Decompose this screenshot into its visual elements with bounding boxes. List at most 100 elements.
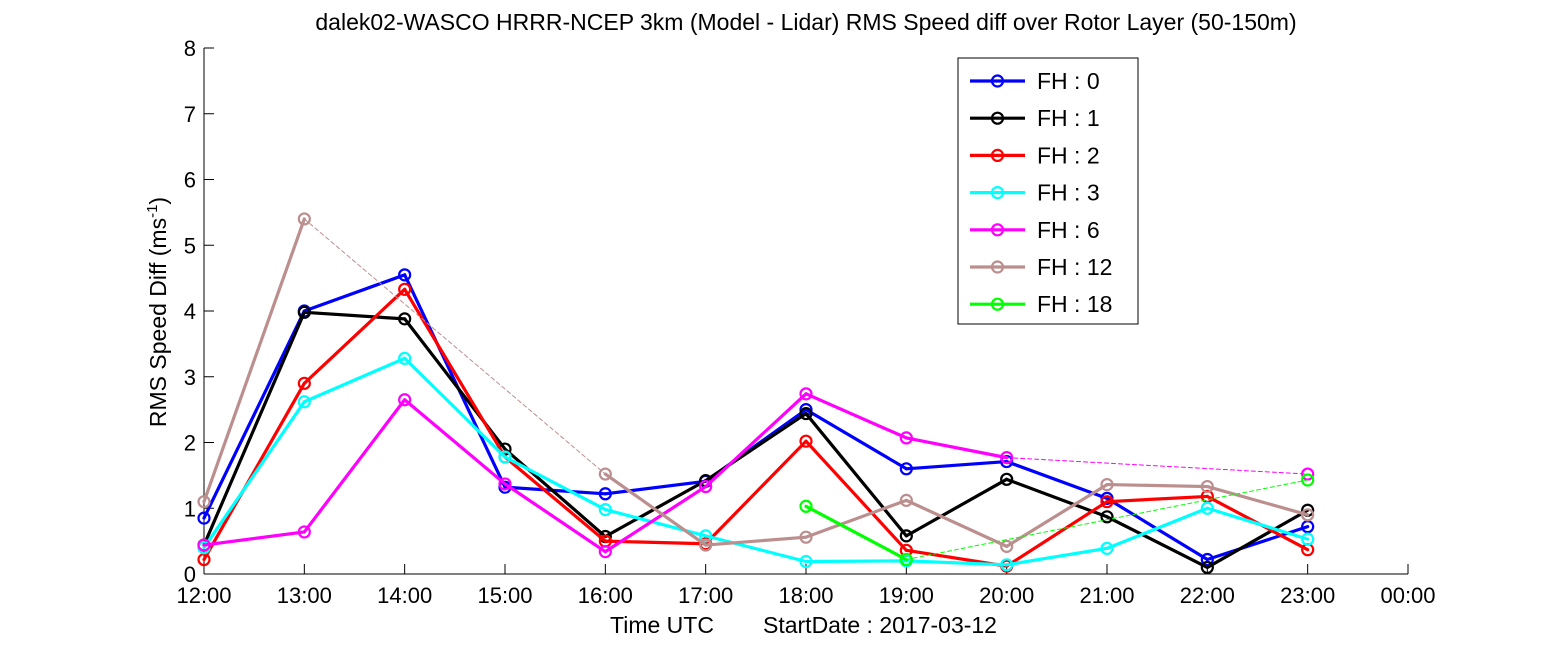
legend-entry-label: FH : 12 [1037,254,1112,280]
series-line-segment [603,472,708,547]
series-line-segment [403,356,507,459]
series-line-segment [1205,484,1310,517]
x-tick-label: 14:00 [377,583,432,608]
series-line-segment [403,273,507,489]
series-line-segment [503,455,607,512]
series-line-segment [804,439,908,552]
series-line-segment [403,287,507,459]
data-point [1100,541,1114,555]
x-tick-label: 20:00 [979,583,1034,608]
data-point [699,529,713,543]
data-point [799,387,813,401]
data-point [398,282,412,296]
x-tick-label: 16:00 [578,583,633,608]
data-point [1000,472,1014,486]
series-line-segment [704,392,808,489]
x-tick-label: 15:00 [477,583,532,608]
y-tick-label: 2 [184,431,196,456]
series-line-segment [1105,515,1209,570]
series-line-segment [503,447,607,539]
series-line-segment [1105,506,1209,550]
data-point [799,554,813,569]
data-point [297,212,311,226]
series-line-segment [202,381,306,562]
series-gap-line [1006,457,1309,475]
series-line-segment [503,485,607,496]
x-tick-label: 22:00 [1180,583,1235,608]
x-tick-label: 00:00 [1380,583,1435,608]
series-line-segment [202,530,306,547]
y-axis-label-close: ) [145,197,171,205]
legend-entry-label: FH : 0 [1037,68,1100,94]
series-line-segment [202,310,306,547]
y-tick-label: 5 [184,233,196,258]
data-point [398,268,412,282]
data-point [1200,479,1214,494]
data-point [498,450,512,464]
data-point [1200,501,1214,515]
y-axis-ticks: 0 1 2 3 4 5 6 7 8 [184,36,214,587]
data-point [297,305,311,319]
x-axis-label: Time UTC [610,612,714,638]
series-line-segment [302,356,407,404]
data-point [899,493,913,507]
data-point [297,395,311,409]
series-line-segment [1205,525,1310,562]
data-point [899,462,913,476]
data-point [799,530,813,544]
series-line-segment [704,535,808,547]
data-point [1200,560,1214,575]
plot-area: 0 1 2 3 4 5 6 7 8 12:00 13:00 14:00 15:00 16:00 17:00… [176,36,1435,608]
chart-title: dalek02-WASCO HRRR-NCEP 3km (Model - Lid… [315,9,1296,35]
series-line-segment [1205,508,1310,570]
legend-entry-label: FH : 6 [1037,217,1100,243]
data-point [598,545,612,559]
legend-entry-label: FH : 18 [1037,291,1112,317]
data-point [1100,477,1114,492]
series-line-segment [904,559,1009,567]
series-line-segment [1005,459,1109,500]
data-point [197,495,211,509]
series-line-segment [804,408,908,471]
x-tick-label: 12:00 [176,583,231,608]
y-tick-label: 4 [184,299,196,324]
legend-entry-label: FH : 2 [1037,142,1100,168]
data-point [799,499,813,513]
series-line-segment [302,273,407,313]
data-point [197,511,211,525]
series-line-segment [202,400,306,550]
data-point [498,477,512,491]
series-line-segment [302,310,407,321]
data-point [1301,508,1315,522]
series-line-segment [804,392,908,440]
series-line-segment [503,455,607,543]
data-point [1301,473,1315,487]
y-axis-label-superscript: -1 [144,205,161,218]
series-line-segment [302,287,407,385]
series-line-segment [804,559,908,564]
legend-swatch-marker [990,186,1005,200]
data-point [197,538,211,552]
series-line-segment [403,398,507,486]
series-line-segment [503,482,607,554]
series-line-segment [202,217,306,504]
data-point [598,467,612,481]
series-gap-line [303,218,606,475]
series-line-segment [704,439,808,546]
data-point [398,351,412,365]
series-line-segment [804,498,908,539]
data-point [1000,451,1014,465]
data-point [598,487,612,501]
series-line-segment [704,534,808,564]
legend-swatch-marker [990,297,1005,311]
series-line-segment [1205,506,1310,541]
data-point [398,312,412,326]
y-tick-label: 8 [184,36,196,61]
series-line-segment [603,507,708,538]
data-point [398,393,412,407]
y-axis-label-main: RMS Speed Diff (ms [145,218,171,427]
data-point [1000,539,1014,553]
series-line-segment [202,309,306,520]
series-line-segment [904,498,1009,548]
series-5 [197,212,1315,553]
